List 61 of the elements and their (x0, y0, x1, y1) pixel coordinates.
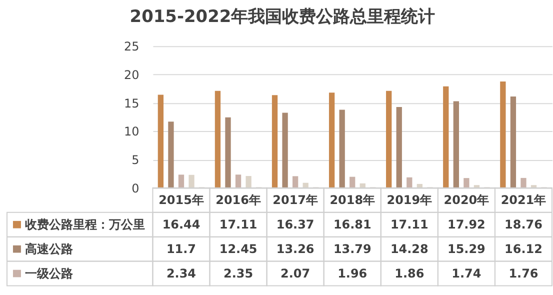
data-label: 1.74 (452, 266, 482, 281)
data-label: 1.86 (394, 266, 424, 281)
data-label: 15.29 (448, 242, 486, 256)
bar (464, 178, 470, 188)
chart-title: 2015-2022年我国收费公路总里程统计 (130, 6, 436, 26)
bar (168, 122, 174, 188)
bar (453, 101, 459, 188)
bar (350, 176, 356, 188)
x-tick-label: 2019年 (386, 193, 432, 208)
data-label: 11.7 (166, 242, 196, 256)
bar (235, 174, 242, 188)
bar (188, 174, 194, 188)
bar (225, 117, 231, 188)
data-label: 14.28 (390, 242, 428, 256)
y-tick-label: 15 (124, 96, 140, 110)
bar (510, 96, 516, 188)
data-label: 16.12 (504, 242, 542, 256)
data-label: 2.07 (280, 266, 310, 281)
legend-label: 收费公路里程：万公里 (24, 218, 145, 232)
data-label: 13.26 (276, 242, 314, 256)
bar (292, 176, 298, 188)
data-label: 16.44 (162, 218, 200, 232)
data-label: 17.11 (390, 218, 428, 232)
data-label: 18.76 (504, 218, 542, 232)
data-label: 1.96 (338, 266, 368, 281)
bar (386, 90, 392, 188)
bar (158, 94, 164, 188)
y-tick-label: 5 (132, 153, 140, 168)
bar (500, 82, 506, 188)
x-tick-label: 2015年 (158, 193, 204, 208)
data-label: 16.81 (333, 218, 372, 232)
y-tick-label: 0 (132, 181, 140, 196)
x-tick-label: 2020年 (444, 193, 490, 208)
bar (406, 177, 412, 188)
data-label: 17.92 (448, 218, 486, 232)
data-label: 1.76 (508, 266, 538, 281)
data-label: 13.79 (333, 242, 372, 256)
y-tick-label: 10 (124, 124, 140, 139)
data-label: 12.45 (219, 242, 258, 256)
bar (272, 95, 278, 188)
data-label: 2.35 (224, 266, 254, 281)
bar (282, 112, 288, 188)
data-label: 2.34 (166, 266, 196, 281)
legend-label: 高速公路 (24, 242, 74, 256)
bar (339, 110, 345, 188)
bar (328, 92, 335, 188)
bar (214, 90, 221, 188)
x-tick-label: 2021年 (500, 193, 546, 208)
y-tick-label: 25 (124, 40, 140, 54)
x-tick-label: 2018年 (330, 193, 376, 208)
y-tick-label: 20 (124, 68, 140, 82)
bar (520, 178, 526, 188)
data-label: 16.37 (276, 218, 314, 232)
x-tick-label: 2016年 (216, 193, 261, 208)
legend-label: 一级公路 (24, 266, 74, 281)
bar (396, 106, 402, 188)
bar (246, 176, 252, 188)
bar (443, 86, 449, 188)
data-label: 17.11 (219, 218, 258, 232)
bar (178, 174, 184, 188)
x-tick-label: 2017年 (272, 193, 318, 208)
